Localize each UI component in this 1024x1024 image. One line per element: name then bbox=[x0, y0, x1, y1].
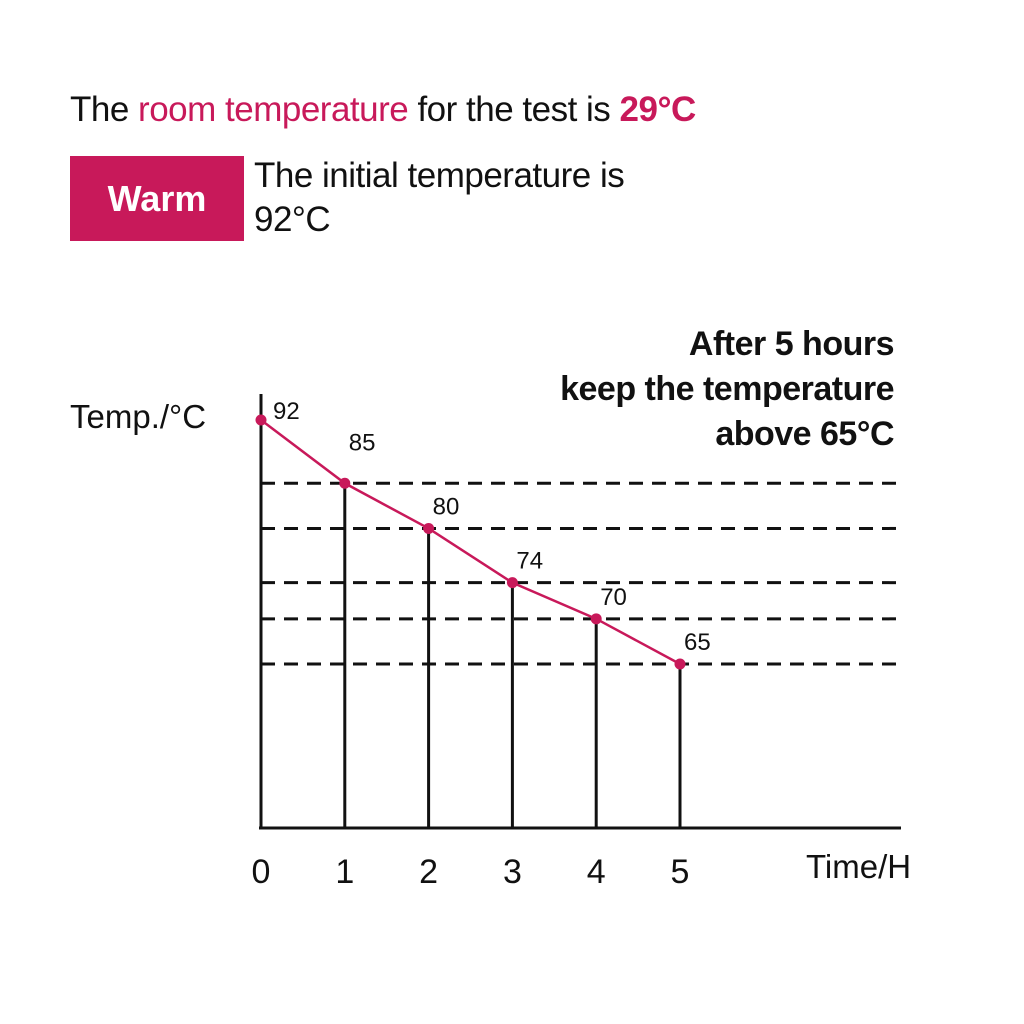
x-tick-label: 0 bbox=[252, 853, 271, 891]
y-axis-label: Temp./°C bbox=[70, 398, 206, 435]
data-point bbox=[590, 613, 602, 625]
data-label: 70 bbox=[600, 584, 627, 611]
x-axis-label: Time/H bbox=[806, 848, 911, 885]
note-line-3: above 65°C bbox=[715, 415, 894, 453]
headline: The room temperature for the test is 29°… bbox=[70, 90, 696, 130]
headline-highlight: room temperature bbox=[138, 90, 409, 129]
headline-middle: for the test is bbox=[408, 90, 620, 129]
data-point bbox=[674, 658, 686, 670]
data-point bbox=[255, 414, 267, 426]
data-point bbox=[423, 522, 435, 534]
x-tick-label: 3 bbox=[503, 853, 522, 891]
data-label: 85 bbox=[349, 429, 376, 456]
series-line bbox=[260, 419, 681, 666]
data-label: 74 bbox=[516, 548, 543, 575]
data-label: 65 bbox=[684, 629, 711, 656]
note-line-2: keep the temperature bbox=[560, 370, 894, 408]
headline-prefix: The bbox=[70, 90, 139, 129]
warm-badge: Warm bbox=[70, 156, 244, 241]
x-tick-label: 2 bbox=[419, 853, 438, 891]
headline-value: 29°C bbox=[619, 90, 697, 129]
initial-temperature-text: The initial temperature is 92°C bbox=[254, 156, 625, 239]
data-point bbox=[506, 577, 518, 589]
x-tick-label: 4 bbox=[587, 853, 606, 891]
x-tick-label: 1 bbox=[335, 853, 354, 891]
data-point bbox=[339, 477, 351, 489]
data-label: 80 bbox=[433, 493, 460, 520]
requirement-note: After 5 hours keep the temperature above… bbox=[560, 322, 894, 457]
data-label: 92 bbox=[273, 398, 300, 425]
x-tick-label: 5 bbox=[671, 853, 690, 891]
note-line-1: After 5 hours bbox=[688, 325, 895, 363]
